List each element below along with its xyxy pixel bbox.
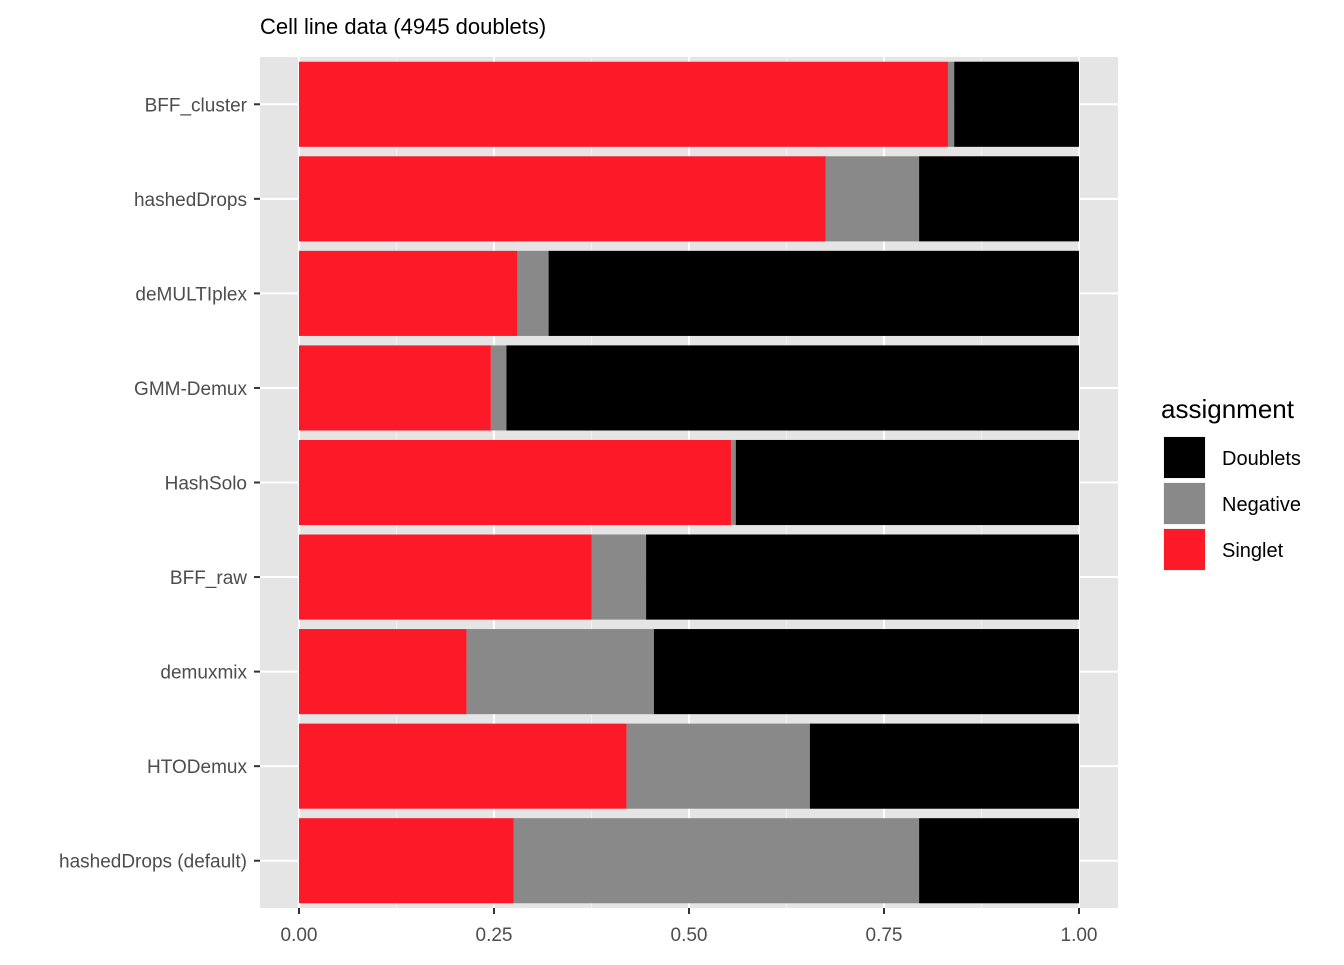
y-axis: BFF_cluster hashedDrops deMULTIplex GMM-Dem…: [59, 95, 260, 873]
legend-swatch-singlet: [1164, 529, 1205, 570]
bar-doublets: [809, 723, 1079, 809]
bar-negative: [513, 818, 920, 904]
bar-doublets: [954, 61, 1079, 147]
x-tick-label: 0.25: [476, 925, 513, 946]
y-tick-label: deMULTIplex: [135, 284, 247, 305]
legend-label: Negative: [1222, 494, 1301, 516]
bar-singlet: [299, 345, 491, 431]
bar-negative: [825, 156, 920, 242]
bar-singlet: [299, 629, 467, 715]
x-tick-label: 0.00: [281, 925, 318, 946]
y-tick-label: HashSolo: [165, 474, 247, 495]
x-tick-label: 0.50: [671, 925, 708, 946]
legend-swatch-doublets: [1164, 437, 1205, 478]
bar-negative: [517, 250, 549, 336]
y-tick-label: hashedDrops (default): [59, 852, 247, 873]
legend-title: assignment: [1161, 394, 1295, 424]
bar-singlet: [299, 250, 518, 336]
bar-doublets: [506, 345, 1080, 431]
bar-singlet: [299, 61, 948, 147]
bar-negative: [490, 345, 507, 431]
bar-negative: [591, 534, 647, 620]
legend-label: Doublets: [1222, 448, 1301, 470]
bar-doublets: [653, 629, 1079, 715]
x-axis: 0.00 0.25 0.50 0.75 1.00: [281, 908, 1098, 946]
y-tick-label: BFF_cluster: [145, 95, 248, 116]
bar-singlet: [299, 439, 732, 526]
bar-singlet: [299, 534, 592, 620]
y-tick-label: hashedDrops: [134, 190, 247, 211]
legend-label: Singlet: [1222, 540, 1284, 562]
chart-title: Cell line data (4945 doublets): [260, 14, 546, 39]
bar-singlet: [299, 156, 826, 242]
bar-doublets: [548, 250, 1079, 336]
legend-swatch-negative: [1164, 483, 1205, 524]
bar-doublets: [919, 818, 1079, 904]
bar-negative: [731, 439, 736, 526]
bar-negative: [466, 629, 654, 715]
bar-doublets: [646, 534, 1079, 620]
legend: assignment Doublets Negative Singlet: [1161, 394, 1301, 571]
bar-negative: [947, 61, 955, 147]
bar-doublets: [735, 439, 1079, 526]
bar-negative: [626, 723, 810, 809]
y-tick-label: BFF_raw: [170, 568, 247, 589]
bars: [299, 61, 1080, 904]
y-tick-label: GMM-Demux: [134, 379, 247, 400]
x-tick-label: 0.75: [866, 925, 903, 946]
bar-singlet: [299, 723, 627, 809]
x-tick-label: 1.00: [1061, 925, 1098, 946]
bar-singlet: [299, 818, 514, 904]
y-tick-label: HTODemux: [147, 757, 247, 778]
bar-doublets: [919, 156, 1079, 242]
y-tick-label: demuxmix: [160, 663, 247, 684]
